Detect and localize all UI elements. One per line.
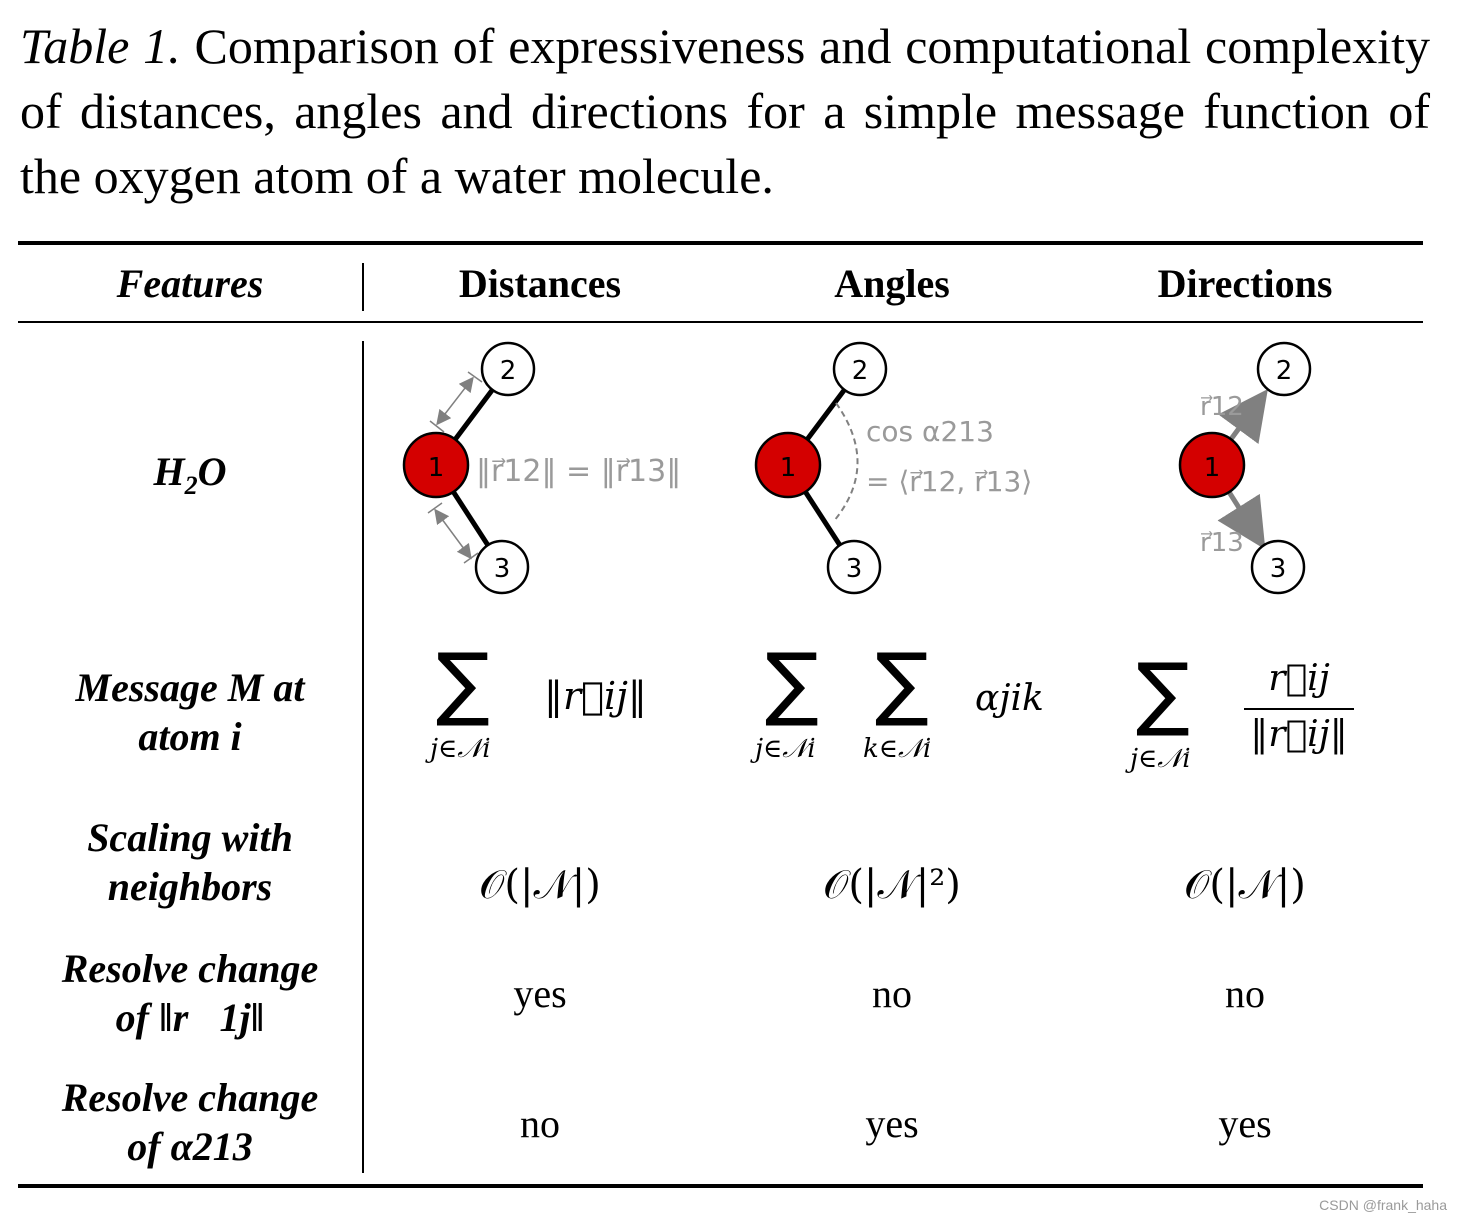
row-label-scaling: Scaling with neighbors — [87, 815, 293, 909]
scaling-angles: 𝒪(|𝒩|²) — [823, 862, 961, 908]
hydrogen-atom-3 — [826, 539, 882, 595]
distance-arrow-12 — [436, 376, 474, 426]
svg-text:1: 1 — [780, 453, 797, 483]
angles-molecule-diagram: 1 2 3 cos α213 = ⟨r⃗12, r⃗13⟩ — [754, 341, 1032, 595]
svg-text:1: 1 — [1204, 453, 1221, 483]
caption-text: Comparison of expressiveness and computa… — [20, 18, 1431, 204]
header-directions: Directions — [1157, 261, 1333, 306]
norm-term: ‖r⃗ij‖ — [544, 674, 647, 718]
fraction-bar — [1244, 708, 1354, 710]
row-label-resolve-angle: Resolve change of α213 — [61, 1075, 319, 1169]
svg-text:3: 3 — [494, 554, 511, 584]
angles-cosine-label: cos α213 — [866, 415, 994, 448]
fraction-numerator: r⃗ij — [1268, 658, 1330, 699]
sum-index: j∈𝒩i — [755, 734, 816, 764]
row-label-message: Message M at atom i — [75, 665, 305, 759]
sum-symbol: ∑ — [436, 636, 490, 729]
svg-text:1: 1 — [428, 453, 445, 483]
distances-molecule-diagram: 1 2 3 ‖r⃗12‖ = ‖r⃗13‖ — [402, 341, 681, 595]
scaling-directions: 𝒪(|𝒩|) — [1184, 862, 1306, 908]
top-rule — [18, 241, 1423, 245]
distances-message-formula: ∑ j∈𝒩i ‖r⃗ij‖ — [420, 636, 680, 780]
distance-arrow-13 — [434, 508, 472, 560]
hydrogen-atom-2 — [832, 341, 888, 397]
sum-index: j∈𝒩i — [430, 734, 491, 764]
bottom-rule — [18, 1184, 1423, 1188]
hydrogen-atom-3 — [1250, 539, 1306, 595]
scaling-distances: 𝒪(|𝒩|) — [479, 862, 601, 908]
direction-label-r13: r⃗13 — [1200, 528, 1244, 558]
angle-arc — [833, 402, 859, 522]
resolve-distance-angles: no — [872, 971, 912, 1016]
angle-term: αjik — [975, 678, 1044, 719]
svg-text:2: 2 — [1276, 356, 1293, 386]
header-features: Features — [116, 261, 264, 306]
hydrogen-atom-2 — [480, 341, 536, 397]
resolve-angle-directions: yes — [1218, 1101, 1272, 1146]
oxygen-atom — [754, 431, 822, 499]
angles-inner-product: = ⟨r⃗12, r⃗13⟩ — [866, 465, 1032, 498]
body-column-divider — [362, 341, 364, 1173]
caption-label: Table 1. — [20, 18, 181, 74]
header-column-divider — [362, 263, 364, 311]
resolve-angle-distances: no — [520, 1101, 560, 1146]
svg-text:2: 2 — [852, 356, 869, 386]
header-angles: Angles — [834, 261, 950, 306]
resolve-distance-directions: no — [1225, 971, 1265, 1016]
hydrogen-atom-2 — [1256, 341, 1312, 397]
row-label-h2o: H2O — [153, 449, 227, 500]
sum-symbol: ∑ — [875, 636, 929, 729]
resolve-distance-distances: yes — [513, 971, 567, 1016]
distances-equality: ‖r⃗12‖ = ‖r⃗13‖ — [476, 454, 681, 489]
svg-text:3: 3 — [1270, 554, 1287, 584]
oxygen-atom — [402, 431, 470, 499]
fraction-denominator: ‖r⃗ij‖ — [1250, 714, 1348, 755]
table-caption: Table 1. Comparison of expressiveness an… — [20, 14, 1430, 209]
directions-molecule-diagram: 1 2 3 r⃗12 r⃗13 — [1178, 341, 1312, 595]
header-distances: Distances — [458, 261, 622, 306]
resolve-angle-angles: yes — [865, 1101, 919, 1146]
direction-label-r12: r⃗12 — [1200, 392, 1244, 422]
sum-symbol: ∑ — [765, 636, 819, 729]
svg-text:2: 2 — [500, 356, 517, 386]
sum-symbol: ∑ — [1136, 646, 1190, 739]
row-label-resolve-distance: Resolve change of ‖r⃗1j‖ — [61, 946, 319, 1040]
angles-message-formula: ∑ j∈𝒩i ∑ k∈𝒩i αjik — [745, 636, 1075, 780]
sum-index: k∈𝒩i — [863, 734, 932, 764]
sum-index: j∈𝒩i — [1130, 744, 1191, 774]
header-rule — [18, 321, 1423, 323]
oxygen-atom — [1178, 431, 1246, 499]
watermark: CSDN @frank_haha — [1319, 1197, 1447, 1213]
svg-text:3: 3 — [846, 554, 863, 584]
hydrogen-atom-3 — [474, 539, 530, 595]
directions-message-formula: ∑ j∈𝒩i r⃗ij ‖r⃗ij‖ — [1120, 646, 1380, 790]
